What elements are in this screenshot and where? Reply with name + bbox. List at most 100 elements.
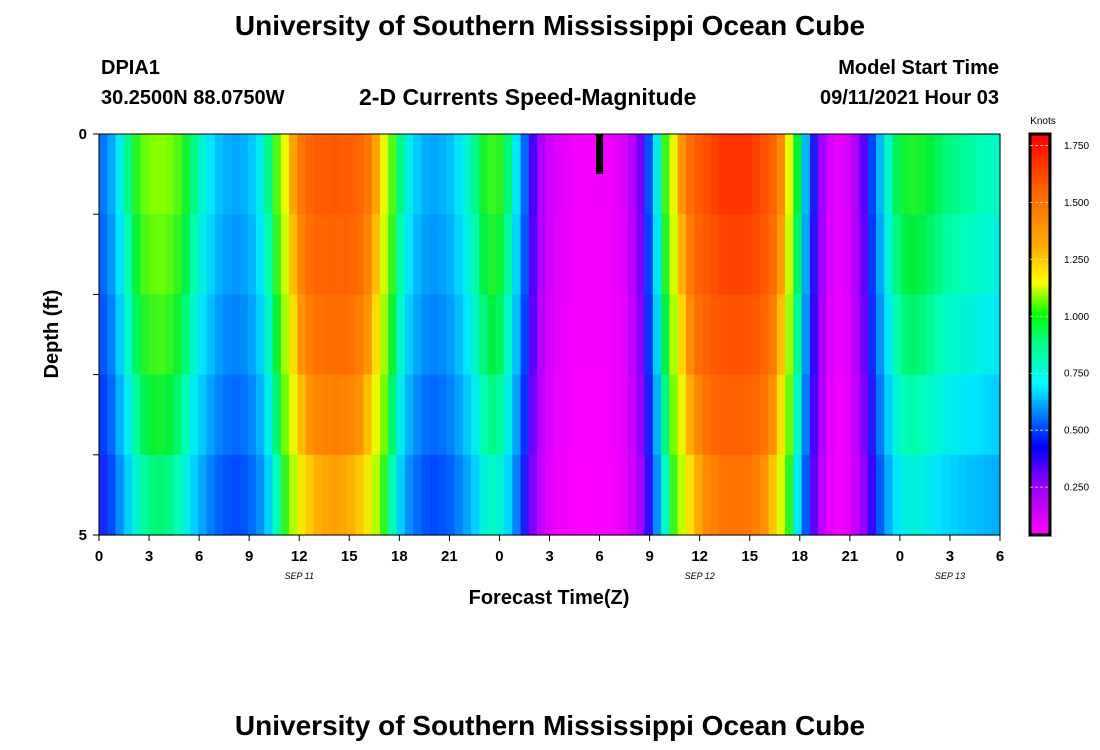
heatmap-cell [942, 454, 952, 536]
heatmap-cell [983, 294, 993, 376]
heatmap-cell [735, 374, 745, 456]
heatmap-cell [165, 134, 174, 215]
heatmap-cell [991, 214, 1001, 295]
heatmap-cell [578, 214, 588, 295]
heatmap-cell [371, 294, 381, 376]
heatmap-cell [495, 134, 505, 215]
heatmap-cell [776, 214, 786, 295]
x-tick-label: 15 [741, 548, 758, 565]
station-coordinates: 30.2500N 88.0750W [101, 87, 285, 109]
heatmap-cell [247, 454, 257, 536]
heatmap-cell [380, 454, 389, 536]
heatmap-cell [702, 374, 712, 456]
heatmap-cell [264, 134, 274, 215]
heatmap-cell [396, 214, 406, 295]
heatmap-cell [710, 214, 720, 295]
heatmap-cell [363, 294, 373, 376]
heatmap-cell [256, 294, 265, 376]
heatmap-cell [743, 294, 753, 376]
heatmap-cell [396, 294, 406, 376]
heatmap-cell [305, 374, 315, 456]
heatmap-cell [636, 134, 646, 215]
colorbar: Knots 0.250 0.500 0.750 1.000 1.250 1.500 1.75… [1028, 116, 1089, 537]
x-axis: 0 3 6 9 12 15 18 21 0 3 6 9 12 15 18 21 0 3 6 [95, 535, 1004, 565]
heatmap-cell [644, 374, 654, 456]
heatmap-cell [603, 294, 613, 376]
heatmap-cell [603, 374, 613, 456]
heatmap-cell [884, 134, 894, 215]
heatmap-cell [966, 294, 976, 376]
heatmap-cell [652, 454, 662, 536]
heatmap-cell [239, 294, 249, 376]
heatmap-cell [504, 454, 513, 536]
heatmap-cell [818, 374, 828, 456]
heatmap-cell [619, 454, 629, 536]
heatmap-cell [198, 374, 208, 456]
heatmap-cell [437, 214, 447, 295]
heatmap-cell [487, 294, 497, 376]
heatmap-cell [909, 214, 918, 295]
heatmap-cell [545, 454, 555, 536]
heatmap-cell [636, 214, 646, 295]
heatmap-cell [603, 134, 613, 215]
x-tick-label: 12 [291, 548, 308, 565]
heatmap-cell [214, 134, 224, 215]
heatmap-cell [132, 454, 141, 536]
heatmap-cell [942, 294, 952, 376]
heatmap-cell [256, 374, 265, 456]
heatmap-cell [173, 454, 183, 536]
heatmap-cell [925, 374, 935, 456]
heatmap-cell [404, 134, 414, 215]
heatmap-cell [280, 214, 290, 295]
heatmap-cell [189, 134, 199, 215]
heatmap-cell [553, 134, 563, 215]
heatmap-cell [537, 374, 546, 456]
heatmap-cell [214, 454, 224, 536]
heatmap-cell [834, 294, 844, 376]
heatmap-cell [206, 134, 216, 215]
heatmap-cell [115, 374, 125, 456]
colorbar-tick-label: 0.750 [1064, 369, 1089, 380]
heatmap-cell [437, 374, 447, 456]
heatmap-cell [561, 134, 571, 215]
heatmap-cell [950, 374, 960, 456]
heatmap-cell [619, 134, 629, 215]
heatmap-cell [950, 134, 960, 215]
heatmap-cell [884, 214, 894, 295]
heatmap-cell [115, 294, 125, 376]
heatmap-cell [363, 374, 373, 456]
heatmap-cell [826, 214, 836, 295]
heatmap-cell [322, 374, 332, 456]
heatmap-cell [470, 214, 480, 295]
heatmap-cell [289, 214, 298, 295]
heatmap-cell [330, 134, 340, 215]
heatmap-cell [942, 374, 952, 456]
heatmap-cell [380, 214, 389, 295]
heatmap-cell [900, 294, 910, 376]
heatmap-cell [537, 454, 546, 536]
heatmap-cell [603, 214, 613, 295]
heatmap-cell [140, 454, 150, 536]
heatmap-cell [231, 294, 241, 376]
heatmap-cell [222, 214, 232, 295]
heatmap-cell [148, 454, 158, 536]
heatmap-cell [421, 134, 431, 215]
heatmap-cell [859, 214, 869, 295]
heatmap-cell [520, 294, 530, 376]
heatmap-cell [570, 134, 580, 215]
heatmap-cell [578, 294, 588, 376]
heatmap-cell [537, 134, 546, 215]
heatmap-cell [437, 294, 447, 376]
heatmap-cell [743, 134, 753, 215]
heatmap-cell [801, 294, 811, 376]
heatmap-cell [661, 294, 670, 376]
heatmap-cell [859, 294, 869, 376]
date-label: SEP 12 [685, 571, 715, 581]
heatmap-cell [148, 294, 158, 376]
heatmap-cell [983, 214, 993, 295]
heatmap-cell [462, 454, 472, 536]
heatmap-cell [363, 454, 373, 536]
heatmap-cell [107, 374, 117, 456]
heatmap-cell [669, 374, 679, 456]
heatmap-cell [495, 214, 505, 295]
